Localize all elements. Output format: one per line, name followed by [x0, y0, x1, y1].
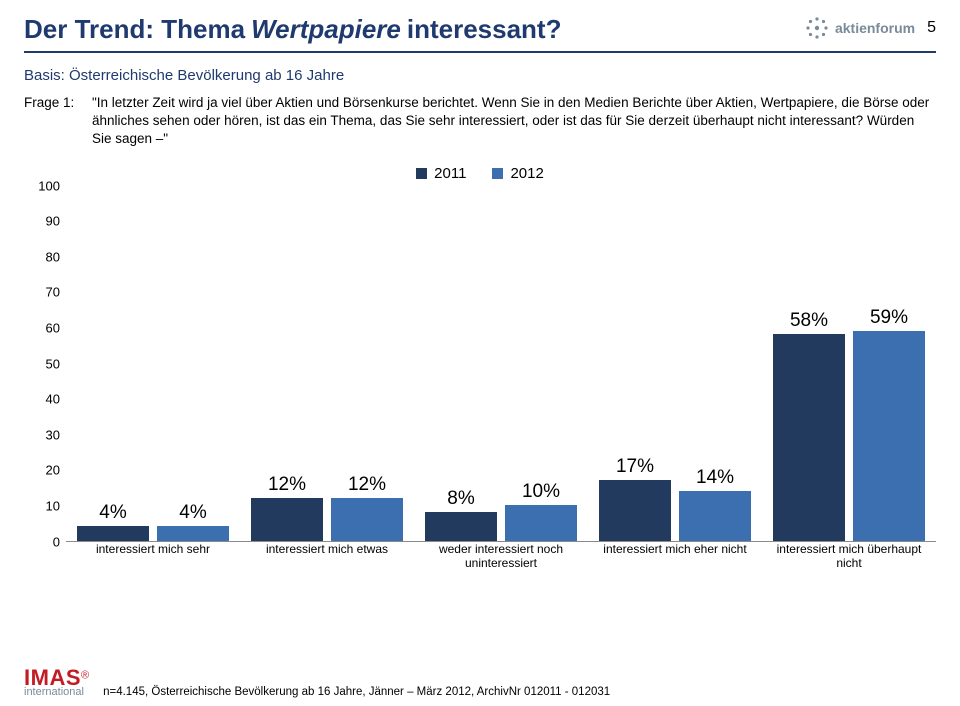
y-tick: 40 — [32, 392, 60, 407]
bar-chart: 0102030405060708090100 4%4%12%12%8%10%17… — [32, 186, 936, 566]
question-text: "In letzter Zeit wird ja viel über Aktie… — [92, 94, 936, 149]
chart-legend: 2011 2012 — [24, 165, 936, 182]
y-axis: 0102030405060708090100 — [32, 186, 60, 542]
y-tick: 80 — [32, 249, 60, 264]
bar: 14% — [679, 491, 751, 541]
page-title: Der Trend: Thema Wertpapiere interessant… — [24, 14, 561, 45]
y-tick: 60 — [32, 321, 60, 336]
bar: 59% — [853, 331, 925, 541]
bar-value: 10% — [522, 481, 560, 503]
page-number: 5 — [927, 19, 936, 37]
imas-logo: IMAS® international — [24, 667, 89, 698]
bar-value: 59% — [870, 307, 908, 329]
imas-subtext: international — [24, 687, 89, 698]
legend-label-2012: 2012 — [510, 165, 543, 182]
bar-group: 17%14% — [599, 480, 751, 541]
title-italic: Wertpapiere — [251, 14, 401, 45]
header-right: aktienforum 5 — [803, 14, 936, 42]
basis-text: Basis: Österreichische Bevölkerung ab 16… — [24, 67, 936, 84]
legend-swatch-2012 — [492, 168, 503, 179]
footnote: n=4.145, Österreichische Bevölkerung ab … — [103, 686, 610, 698]
y-tick: 20 — [32, 463, 60, 478]
y-tick: 70 — [32, 285, 60, 300]
bar-value: 12% — [348, 474, 386, 496]
bar: 10% — [505, 505, 577, 541]
bar-value: 8% — [447, 488, 474, 510]
bar: 58% — [773, 334, 845, 540]
legend-item-2011: 2011 — [416, 165, 466, 182]
bar: 4% — [157, 526, 229, 540]
legend-label-2011: 2011 — [434, 165, 466, 182]
registered-icon: ® — [81, 670, 89, 682]
y-tick: 0 — [32, 534, 60, 549]
bar: 8% — [425, 512, 497, 540]
y-tick: 10 — [32, 499, 60, 514]
bar: 12% — [331, 498, 403, 541]
bar: 17% — [599, 480, 671, 541]
bar: 12% — [251, 498, 323, 541]
x-label: interessiert mich etwas — [242, 542, 412, 556]
bar-value: 58% — [790, 310, 828, 332]
header: Der Trend: Thema Wertpapiere interessant… — [24, 14, 936, 53]
question-label: Frage 1: — [24, 94, 92, 149]
legend-swatch-2011 — [416, 168, 427, 179]
bar-group: 4% 4% — [77, 526, 229, 540]
logo-text: aktienforum — [835, 20, 915, 36]
plot-area: 4%4%12%12%8%10%17%14%58%59% — [66, 186, 936, 542]
question-row: Frage 1: "In letzter Zeit wird ja viel ü… — [24, 94, 936, 149]
bar: 4% — [77, 526, 149, 540]
y-tick: 100 — [32, 178, 60, 193]
x-label: weder interessiert noch uninteressiert — [416, 542, 586, 571]
y-tick: 50 — [32, 356, 60, 371]
x-label: interessiert mich eher nicht — [590, 542, 760, 556]
logo-icon — [803, 14, 831, 42]
bar-group: 12%12% — [251, 498, 403, 541]
bar-value: 12% — [268, 474, 306, 496]
x-label: interessiert mich überhaupt nicht — [764, 542, 934, 571]
aktienforum-logo: aktienforum — [803, 14, 915, 42]
bar-value: 4% — [179, 502, 206, 524]
x-axis-labels: interessiert mich sehr interessiert mich … — [66, 542, 936, 570]
bar-group: 58%59% — [773, 331, 925, 541]
x-label: interessiert mich sehr — [68, 542, 238, 556]
footer: IMAS® international n=4.145, Österreichi… — [24, 667, 610, 698]
bar-value: 17% — [616, 456, 654, 478]
title-suffix: interessant? — [407, 14, 562, 45]
bar-value: 4% — [99, 502, 126, 524]
legend-item-2012: 2012 — [492, 165, 543, 182]
bar-group: 8% 10% — [425, 505, 577, 541]
y-tick: 90 — [32, 214, 60, 229]
title-prefix: Der Trend: Thema — [24, 14, 245, 45]
y-tick: 30 — [32, 427, 60, 442]
bar-value: 14% — [696, 467, 734, 489]
